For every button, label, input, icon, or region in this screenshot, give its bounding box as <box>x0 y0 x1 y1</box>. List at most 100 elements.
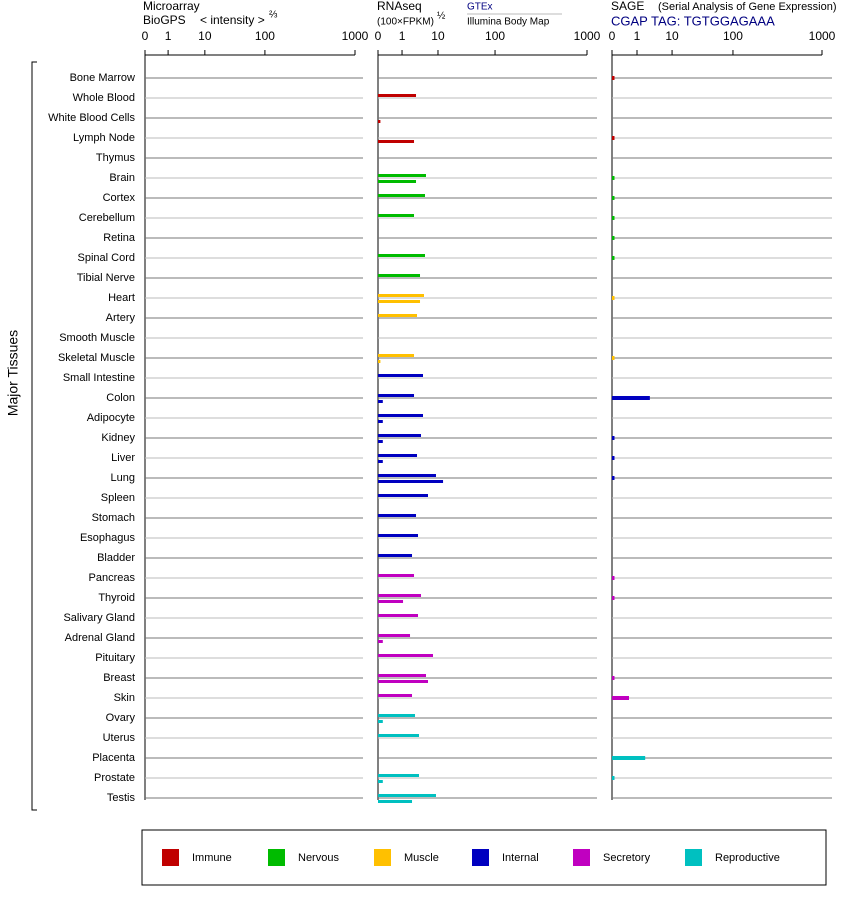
bar <box>378 794 436 797</box>
panel-subtitle: (Serial Analysis of Gene Expression) <box>658 1 837 13</box>
category-label: Retina <box>103 232 136 244</box>
bar <box>612 196 615 200</box>
bar <box>378 800 413 803</box>
bar <box>612 76 615 80</box>
category-label: Bone Marrow <box>70 72 135 84</box>
bar <box>378 714 416 717</box>
bar <box>378 780 383 783</box>
legend-label: GTEx <box>467 2 493 13</box>
bar <box>378 120 381 123</box>
axis-label: < intensity > <box>200 13 265 27</box>
bar <box>378 420 383 423</box>
bracket <box>31 61 37 811</box>
category-label: Spinal Cord <box>78 252 135 264</box>
category-label: Uterus <box>103 732 136 744</box>
category-label: Small Intestine <box>63 372 135 384</box>
bar <box>612 136 615 140</box>
category-label: Bladder <box>97 552 135 564</box>
bar <box>378 554 413 557</box>
x-tick-label: 1 <box>165 29 172 43</box>
x-tick-label: 1000 <box>809 29 836 43</box>
bar <box>378 300 421 303</box>
bar <box>612 756 646 760</box>
legend-label: Immune <box>192 852 232 864</box>
category-label: Salivary Gland <box>63 612 135 624</box>
x-tick-label: 100 <box>255 29 275 43</box>
bar <box>378 394 415 397</box>
bar <box>612 776 615 780</box>
bar <box>378 460 383 463</box>
bar <box>378 720 383 723</box>
panel-subtitle: BioGPS <box>143 13 186 27</box>
bar <box>612 296 615 300</box>
category-label: Ovary <box>106 712 136 724</box>
category-label: Esophagus <box>80 532 136 544</box>
legend-label: Nervous <box>298 852 339 864</box>
category-label: Placenta <box>92 752 136 764</box>
bar <box>378 254 426 257</box>
axis-label: (100×FPKM) <box>377 17 434 28</box>
x-tick-label: 1 <box>399 29 406 43</box>
bar <box>378 140 415 143</box>
axis-exponent: ⅔ <box>269 10 278 21</box>
bar <box>378 640 383 643</box>
bar <box>378 480 444 483</box>
panel-title: SAGE <box>611 0 644 13</box>
category-label: Cortex <box>103 192 136 204</box>
bar <box>378 654 433 657</box>
category-label: Colon <box>106 392 135 404</box>
legend-swatch <box>685 849 702 866</box>
category-label: Thyroid <box>98 592 135 604</box>
bar <box>378 180 417 183</box>
bar <box>378 294 425 297</box>
category-label: Spleen <box>101 492 135 504</box>
bar <box>378 414 424 417</box>
bar <box>378 274 421 277</box>
legend-label: Muscle <box>404 852 439 864</box>
bar <box>612 436 615 440</box>
bar <box>612 696 629 700</box>
bar <box>612 256 615 260</box>
bar <box>378 680 428 683</box>
category-label: White Blood Cells <box>48 112 135 124</box>
bar <box>378 314 418 317</box>
y-axis-label: Major Tissues <box>5 330 21 416</box>
x-tick-label: 1 <box>634 29 641 43</box>
category-label: Brain <box>109 172 135 184</box>
bar <box>378 174 427 177</box>
bar <box>378 774 420 777</box>
x-tick-label: 0 <box>142 29 149 43</box>
tag-label: CGAP TAG: TGTGGAGAAA <box>611 13 775 28</box>
x-tick-label: 10 <box>431 29 445 43</box>
category-label: Whole Blood <box>73 92 135 104</box>
legend-swatch <box>374 849 391 866</box>
bar <box>612 236 615 240</box>
legend-swatch <box>472 849 489 866</box>
bar <box>378 434 422 437</box>
legend-box <box>141 829 827 886</box>
bar <box>612 176 615 180</box>
bar <box>378 494 428 497</box>
bar <box>378 614 419 617</box>
bar <box>378 694 413 697</box>
legend-label: Reproductive <box>715 852 780 864</box>
bar <box>378 600 404 603</box>
legend-swatch <box>268 849 285 866</box>
category-label: Kidney <box>101 432 135 444</box>
bar <box>378 400 383 403</box>
legend-label: Secretory <box>603 852 651 864</box>
category-label: Skin <box>114 692 135 704</box>
category-label: Breast <box>103 672 135 684</box>
category-label: Artery <box>106 312 136 324</box>
category-label: Testis <box>107 792 136 804</box>
x-tick-label: 0 <box>609 29 616 43</box>
bar <box>378 574 415 577</box>
bar <box>378 454 418 457</box>
bar <box>378 214 415 217</box>
category-label: Liver <box>111 452 135 464</box>
bar <box>378 534 419 537</box>
bar <box>378 440 383 443</box>
category-label: Skeletal Muscle <box>58 352 135 364</box>
bar <box>612 396 650 400</box>
